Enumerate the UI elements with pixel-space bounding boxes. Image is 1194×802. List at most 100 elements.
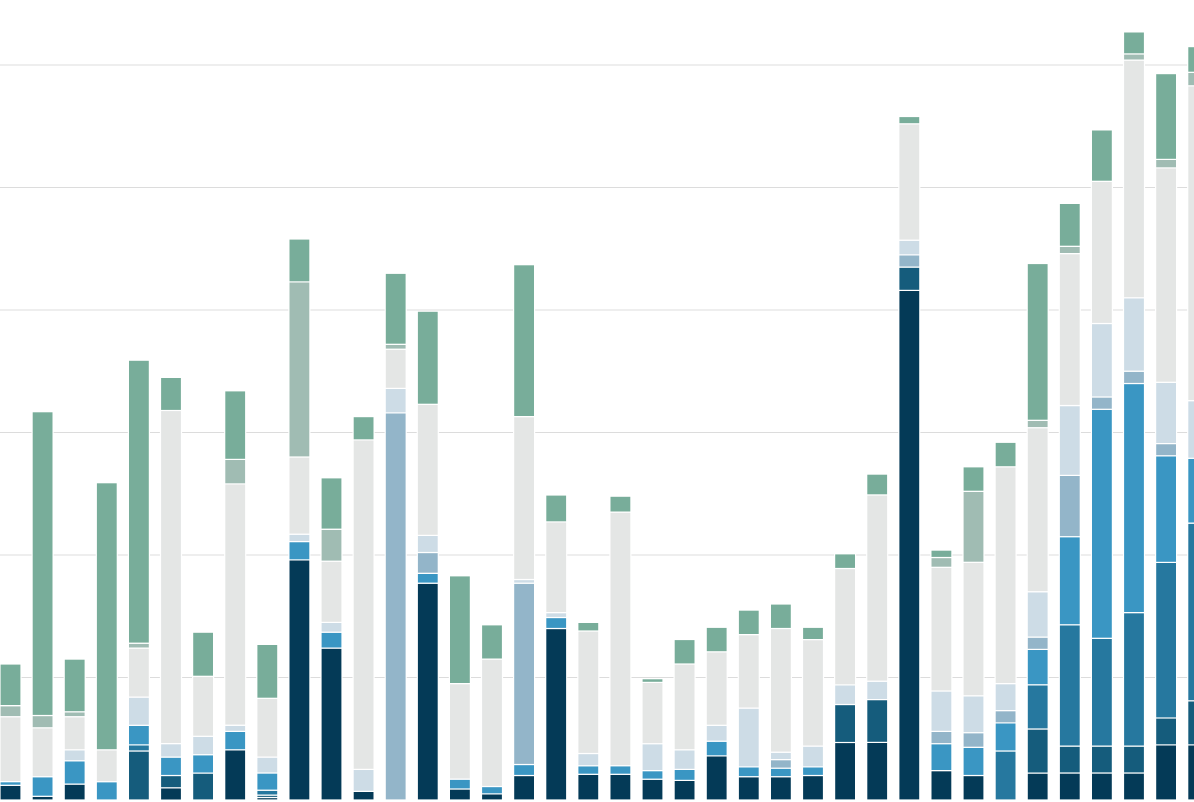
bar-27-segment-6 xyxy=(833,684,857,706)
bar-38-segment-7 xyxy=(1187,85,1194,402)
bar-34-segment-1 xyxy=(1058,772,1081,801)
bar-31-segment-7 xyxy=(962,561,985,697)
bar-6-segment-6 xyxy=(159,742,183,758)
bar-3 xyxy=(63,658,86,801)
bar-3-segment-7 xyxy=(63,716,86,751)
bar-33-segment-9 xyxy=(1026,262,1049,421)
bar-38-segment-1 xyxy=(1187,744,1194,801)
bar-2-segment-9 xyxy=(31,411,54,717)
bar-33-segment-3 xyxy=(1026,684,1049,730)
bar-24-segment-1 xyxy=(737,776,760,801)
bar-24-segment-6 xyxy=(737,707,760,768)
bar-8-segment-8 xyxy=(224,458,247,485)
bar-37-segment-8 xyxy=(1154,158,1178,169)
bar-4-segment-9 xyxy=(95,482,118,751)
bar-18-segment-1 xyxy=(545,627,568,801)
bar-34-segment-9 xyxy=(1058,202,1081,247)
bar-12-segment-1 xyxy=(352,790,375,801)
bar-19-segment-6 xyxy=(577,752,600,767)
bar-8-segment-9 xyxy=(224,390,247,460)
bar-6-segment-4 xyxy=(159,756,183,777)
bar-34-segment-2 xyxy=(1058,745,1081,774)
bar-4 xyxy=(95,482,118,801)
bar-28 xyxy=(866,473,889,801)
bar-4-segment-7 xyxy=(95,749,118,783)
bar-23-segment-9 xyxy=(705,626,728,653)
bar-10-segment-1 xyxy=(288,559,311,801)
bar-21-segment-6 xyxy=(641,742,664,772)
bar-37-segment-9 xyxy=(1154,72,1178,161)
bar-30-segment-5 xyxy=(930,730,953,745)
bar-17-segment-4 xyxy=(512,763,536,777)
bar-38-segment-6 xyxy=(1187,400,1194,459)
bar-16-segment-4 xyxy=(480,785,504,795)
bar-29-segment-5 xyxy=(898,254,921,268)
bar-10-segment-6 xyxy=(288,533,311,543)
bar-15-segment-9 xyxy=(448,575,471,685)
bar-31-segment-8 xyxy=(962,490,985,563)
bar-8-segment-7 xyxy=(224,483,247,726)
bar-30 xyxy=(930,549,953,801)
bar-33-segment-8 xyxy=(1026,419,1049,429)
bar-7-segment-7 xyxy=(192,675,215,737)
bar-17-segment-5 xyxy=(512,582,536,766)
bar-33-segment-6 xyxy=(1026,591,1049,638)
bar-33-segment-7 xyxy=(1026,427,1049,593)
bar-27-segment-2 xyxy=(833,703,857,744)
bar-19-segment-9 xyxy=(577,621,600,632)
bar-9-segment-6 xyxy=(256,756,279,774)
bar-21-segment-1 xyxy=(641,778,664,801)
bar-25-segment-4 xyxy=(769,767,793,778)
bar-35-segment-1 xyxy=(1090,772,1114,801)
bar-34-segment-8 xyxy=(1058,245,1081,255)
bar-31 xyxy=(962,466,985,801)
bar-22-segment-7 xyxy=(673,663,696,751)
bar-1 xyxy=(0,663,22,801)
bar-30-segment-1 xyxy=(930,769,953,801)
bar-38-segment-8 xyxy=(1187,71,1194,87)
bar-18-segment-9 xyxy=(545,494,568,523)
bar-5-segment-7 xyxy=(127,647,150,698)
bar-33-segment-2 xyxy=(1026,728,1049,774)
bar-38-segment-3 xyxy=(1187,522,1194,702)
bar-17-segment-7 xyxy=(512,416,536,581)
bar-23 xyxy=(705,626,728,801)
bar-11 xyxy=(320,477,343,801)
bar-10 xyxy=(288,238,311,801)
bar-2-segment-4 xyxy=(31,776,54,797)
bar-20-segment-4 xyxy=(609,765,632,775)
bar-2-segment-7 xyxy=(31,727,54,778)
bar-stacks xyxy=(0,31,1194,801)
bar-13-segment-9 xyxy=(384,272,407,345)
bar-36-segment-3 xyxy=(1122,611,1146,747)
bar-28-segment-7 xyxy=(866,494,889,682)
bar-3-segment-6 xyxy=(63,749,86,762)
bar-22-segment-4 xyxy=(673,768,696,782)
bar-25-segment-1 xyxy=(769,776,793,801)
bar-37-segment-1 xyxy=(1154,744,1178,801)
bar-22-segment-9 xyxy=(673,638,696,665)
bar-25-segment-6 xyxy=(769,751,793,761)
bar-5-segment-4 xyxy=(127,724,150,746)
bar-14-segment-7 xyxy=(416,403,439,536)
bar-9-segment-7 xyxy=(256,697,279,758)
bar-15-segment-7 xyxy=(448,682,471,780)
bar-2 xyxy=(31,411,54,801)
bar-28-segment-9 xyxy=(866,473,889,496)
bar-35-segment-3 xyxy=(1090,637,1114,747)
bar-32-segment-9 xyxy=(994,441,1017,468)
bar-31-segment-4 xyxy=(962,746,985,777)
bar-8-segment-1 xyxy=(224,749,247,801)
bar-15 xyxy=(448,575,471,801)
bar-29-segment-7 xyxy=(898,123,921,241)
bar-36-segment-5 xyxy=(1122,370,1146,385)
bar-24-segment-4 xyxy=(737,766,760,778)
bar-36 xyxy=(1122,31,1146,801)
bar-34-segment-6 xyxy=(1058,405,1081,477)
bar-6-segment-2 xyxy=(159,774,183,789)
bar-8-segment-6 xyxy=(224,724,247,732)
bar-32-segment-4 xyxy=(994,722,1017,752)
bar-12-segment-7 xyxy=(352,439,375,770)
bar-13 xyxy=(384,272,407,801)
